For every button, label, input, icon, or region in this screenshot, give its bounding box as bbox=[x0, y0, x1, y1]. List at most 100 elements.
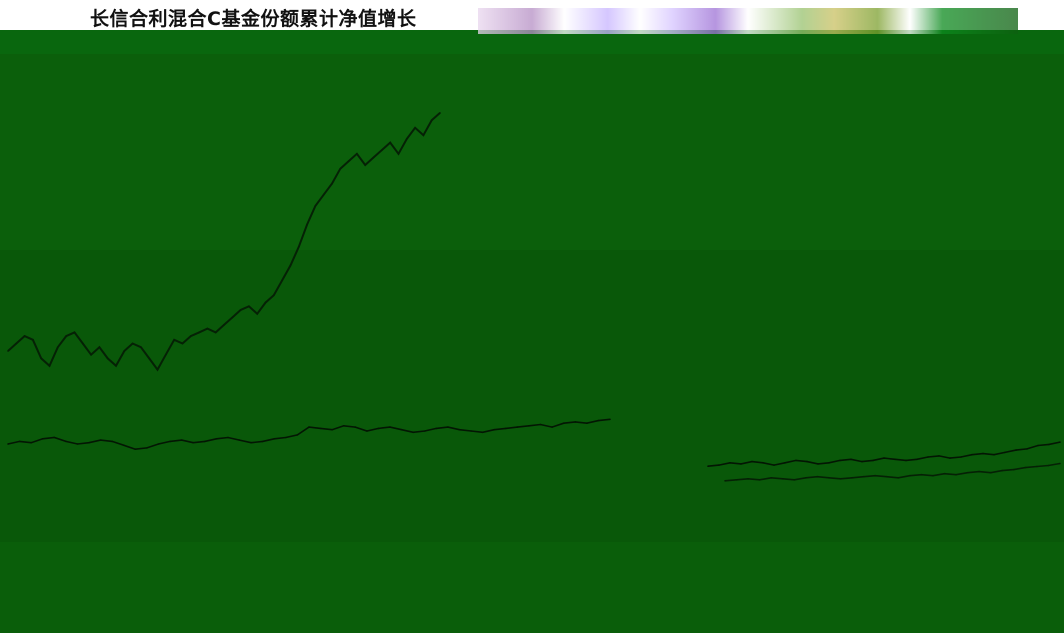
series-1-point bbox=[381, 149, 383, 151]
series-2-point bbox=[377, 427, 380, 430]
series-3-point bbox=[828, 462, 830, 464]
series-2-point bbox=[481, 431, 484, 434]
series-2-point bbox=[447, 426, 449, 428]
series-1-point bbox=[256, 313, 259, 315]
chart-lower-band bbox=[0, 250, 1064, 542]
series-1-point bbox=[264, 301, 267, 304]
series-1-point bbox=[15, 342, 18, 345]
series-1-point bbox=[314, 205, 317, 207]
series-2-point bbox=[528, 425, 530, 427]
series-2-line bbox=[7, 418, 611, 451]
series-2-point bbox=[609, 418, 611, 421]
series-1-point bbox=[57, 346, 59, 349]
series-2-point bbox=[516, 426, 519, 428]
series-2-point bbox=[354, 426, 357, 428]
series-3-point bbox=[971, 453, 973, 456]
series-3-point bbox=[905, 459, 907, 462]
series-1-point bbox=[198, 331, 200, 334]
series-1-point bbox=[106, 357, 109, 360]
series-2-point bbox=[342, 425, 345, 427]
series-2-point bbox=[296, 434, 299, 436]
series-4-point bbox=[816, 475, 819, 478]
series-3-point bbox=[751, 460, 753, 463]
series-2-point bbox=[250, 441, 252, 444]
series-3-point bbox=[1026, 448, 1028, 450]
series-2-point bbox=[458, 428, 461, 431]
series-4-point bbox=[955, 473, 957, 476]
series-1-line bbox=[7, 112, 441, 372]
series-3-point bbox=[740, 463, 742, 465]
series-2-point bbox=[424, 430, 426, 432]
series-4-point bbox=[770, 477, 772, 479]
series-4-point bbox=[897, 477, 900, 479]
series-4-point bbox=[1001, 469, 1003, 472]
series-2-point bbox=[493, 428, 496, 431]
series-1-point bbox=[206, 327, 209, 330]
series-2-point bbox=[65, 440, 67, 443]
series-1-point bbox=[40, 357, 42, 360]
series-4-point bbox=[782, 478, 784, 480]
series-2-point bbox=[18, 440, 21, 443]
series-2-point bbox=[435, 427, 438, 430]
series-2-point bbox=[285, 436, 287, 439]
series-1-point bbox=[298, 246, 300, 248]
series-1-point bbox=[231, 316, 234, 319]
series-2-point bbox=[539, 423, 542, 426]
series-1-point bbox=[389, 141, 392, 144]
series-2-point bbox=[88, 441, 90, 444]
series-3-point bbox=[993, 453, 995, 456]
series-1-point bbox=[430, 119, 433, 122]
series-2-point bbox=[123, 444, 125, 447]
series-1-point bbox=[422, 134, 425, 136]
series-3-point bbox=[718, 464, 720, 466]
series-3-point bbox=[982, 452, 984, 455]
series-2-point bbox=[157, 443, 160, 445]
series-4-point bbox=[943, 472, 946, 475]
series-1-point bbox=[364, 164, 367, 166]
series-2-point bbox=[261, 440, 264, 443]
series-4-point bbox=[851, 477, 853, 479]
series-4-point bbox=[1024, 466, 1027, 469]
series-1-point bbox=[23, 335, 26, 337]
series-3-point bbox=[806, 460, 808, 463]
series-3-point bbox=[1037, 444, 1039, 447]
series-2-point bbox=[574, 421, 577, 423]
series-3-line bbox=[707, 441, 1061, 467]
series-1-point bbox=[306, 223, 308, 226]
series-4-point bbox=[885, 475, 888, 478]
series-3-point bbox=[916, 458, 918, 461]
series-4-point bbox=[862, 475, 865, 478]
series-2-point bbox=[308, 426, 310, 428]
series-2-point bbox=[169, 440, 171, 443]
series-3-point bbox=[949, 457, 951, 459]
series-2-point bbox=[470, 430, 472, 432]
series-2-point bbox=[562, 422, 565, 425]
series-4-point bbox=[839, 478, 842, 480]
series-1-point bbox=[289, 264, 292, 267]
series-3-point bbox=[850, 458, 852, 461]
series-4-point bbox=[1047, 464, 1050, 467]
series-2-point bbox=[505, 427, 507, 430]
series-1-point bbox=[281, 279, 284, 282]
series-2-point bbox=[273, 438, 276, 440]
series-4-point bbox=[966, 471, 969, 474]
series-1-point bbox=[273, 294, 275, 297]
series-4-point bbox=[758, 479, 761, 481]
series-1-point bbox=[190, 335, 192, 337]
series-4-point bbox=[1036, 465, 1038, 468]
series-1-point bbox=[214, 331, 217, 334]
series-3-point bbox=[960, 456, 962, 458]
series-4-point bbox=[932, 474, 934, 477]
series-2-point bbox=[146, 447, 148, 449]
series-4-point bbox=[989, 471, 992, 474]
series-4-point bbox=[1013, 468, 1015, 471]
series-2-point bbox=[53, 436, 56, 439]
series-1-point bbox=[32, 339, 34, 341]
series-4-point bbox=[874, 474, 876, 477]
series-1-point bbox=[48, 365, 51, 367]
series-3-point bbox=[861, 460, 863, 463]
chart-top-band bbox=[0, 30, 1064, 54]
series-3-point bbox=[817, 463, 819, 465]
series-2-point bbox=[586, 422, 588, 425]
